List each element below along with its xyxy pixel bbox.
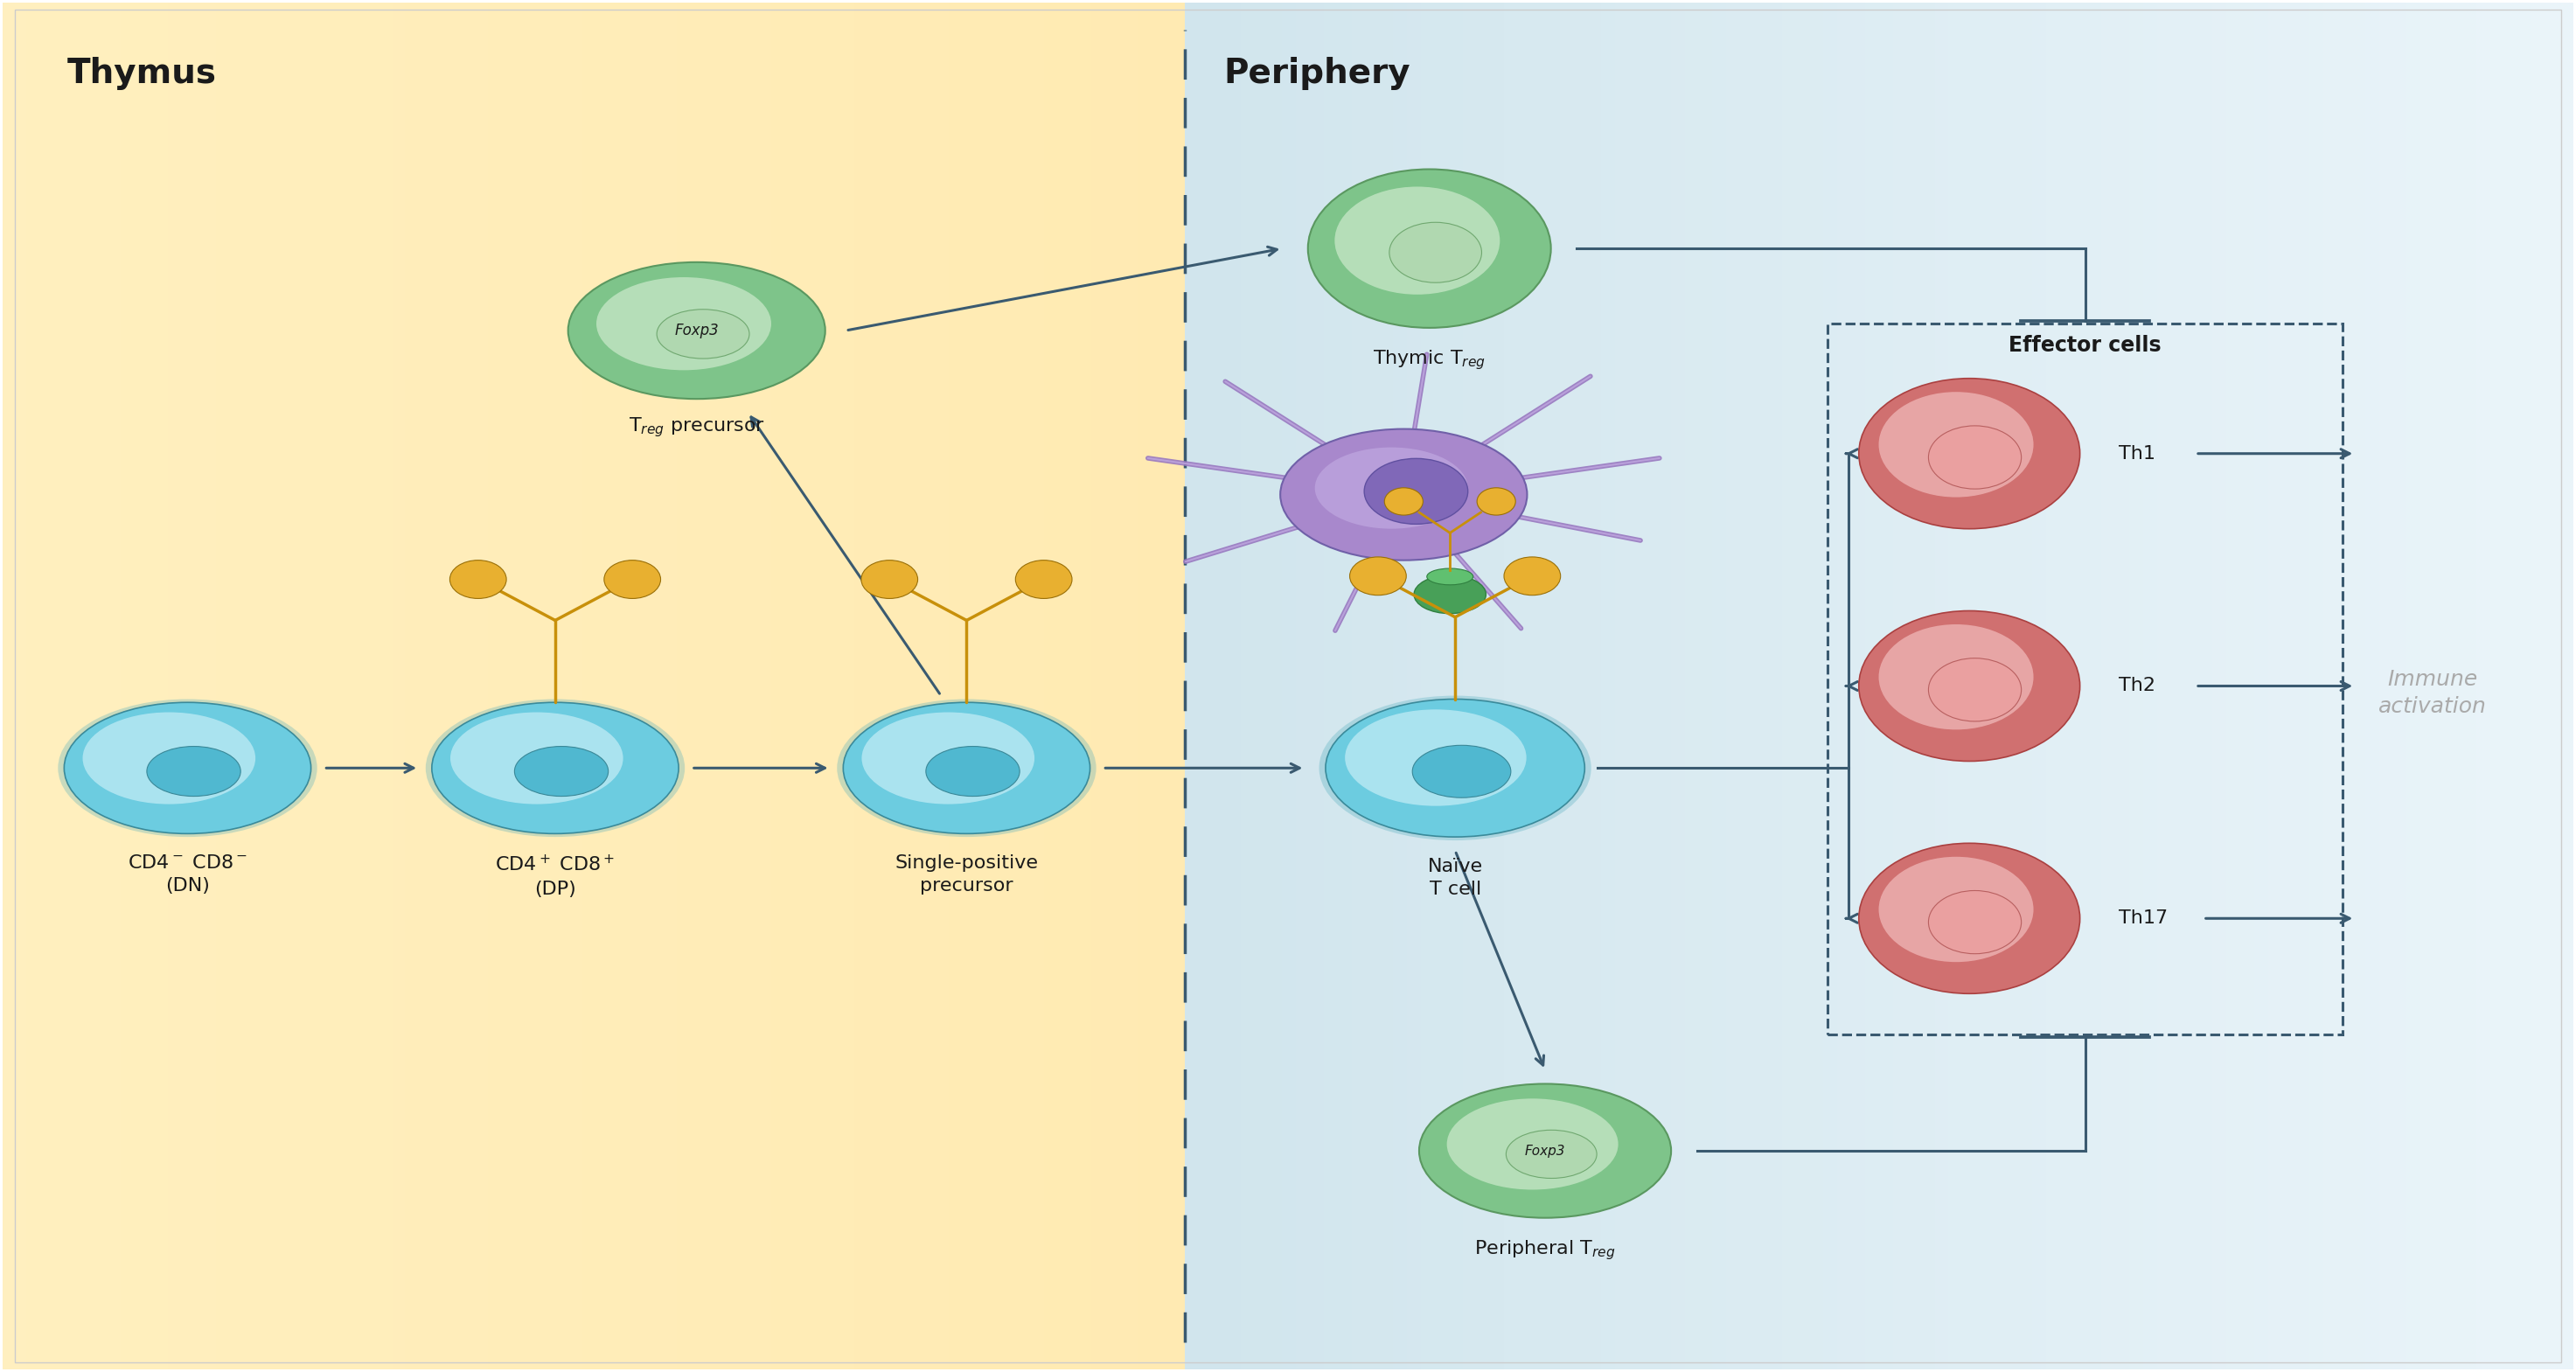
Ellipse shape	[1878, 624, 2032, 730]
Text: Th17: Th17	[2117, 910, 2166, 927]
Ellipse shape	[1350, 557, 1406, 595]
Text: Th1: Th1	[2117, 445, 2156, 462]
Circle shape	[657, 309, 750, 358]
Text: Th2: Th2	[2117, 678, 2156, 694]
Text: Single-positive
precursor: Single-positive precursor	[894, 855, 1038, 895]
Circle shape	[1414, 575, 1486, 613]
Text: Thymus: Thymus	[67, 58, 216, 91]
Ellipse shape	[605, 560, 659, 598]
Ellipse shape	[1878, 856, 2032, 962]
Circle shape	[1280, 429, 1528, 560]
Text: Foxp3: Foxp3	[1525, 1144, 1566, 1158]
Circle shape	[59, 700, 317, 837]
Ellipse shape	[1334, 187, 1499, 295]
Circle shape	[842, 702, 1090, 834]
Ellipse shape	[1929, 659, 2022, 722]
Text: CD4$^+$ CD8$^+$
(DP): CD4$^+$ CD8$^+$ (DP)	[495, 855, 616, 897]
Text: Peripheral T$_{reg}$: Peripheral T$_{reg}$	[1473, 1239, 1615, 1262]
Ellipse shape	[1365, 458, 1468, 524]
Circle shape	[64, 702, 312, 834]
Ellipse shape	[1860, 844, 2079, 993]
Circle shape	[147, 746, 240, 796]
Ellipse shape	[1860, 611, 2079, 761]
Circle shape	[425, 700, 685, 837]
Ellipse shape	[1015, 560, 1072, 598]
Text: Effector cells: Effector cells	[2009, 335, 2161, 355]
Circle shape	[1419, 1084, 1672, 1218]
Circle shape	[451, 712, 623, 804]
Circle shape	[433, 702, 677, 834]
Circle shape	[598, 277, 770, 370]
Circle shape	[1327, 700, 1584, 837]
Ellipse shape	[1504, 557, 1561, 595]
Circle shape	[515, 746, 608, 796]
Ellipse shape	[1427, 568, 1473, 584]
Ellipse shape	[1929, 890, 2022, 954]
Ellipse shape	[860, 560, 917, 598]
Ellipse shape	[1878, 392, 2032, 497]
Ellipse shape	[1476, 488, 1515, 514]
Circle shape	[569, 262, 824, 399]
Ellipse shape	[451, 560, 507, 598]
Circle shape	[82, 712, 255, 804]
Circle shape	[837, 700, 1097, 837]
Text: Periphery: Periphery	[1224, 58, 1412, 91]
Bar	[1829, 324, 2342, 1034]
Text: Immune
activation: Immune activation	[2378, 668, 2486, 718]
Circle shape	[925, 746, 1020, 796]
Circle shape	[1507, 1131, 1597, 1179]
Ellipse shape	[1314, 447, 1468, 528]
Circle shape	[863, 712, 1036, 804]
Ellipse shape	[1388, 222, 1481, 283]
Ellipse shape	[1929, 425, 2022, 488]
Circle shape	[1448, 1099, 1618, 1190]
Text: Naïve
T cell: Naïve T cell	[1427, 858, 1484, 899]
Ellipse shape	[1309, 169, 1551, 328]
Text: T$_{reg}$ precursor: T$_{reg}$ precursor	[629, 416, 765, 439]
Ellipse shape	[1860, 379, 2079, 528]
Circle shape	[1412, 745, 1512, 797]
Text: Thymic T$_{reg}$: Thymic T$_{reg}$	[1373, 348, 1486, 372]
Circle shape	[1319, 696, 1592, 841]
Ellipse shape	[1383, 488, 1422, 514]
Text: CD4$^-$ CD8$^-$
(DN): CD4$^-$ CD8$^-$ (DN)	[129, 855, 247, 895]
Text: Foxp3: Foxp3	[675, 322, 719, 339]
Circle shape	[1345, 709, 1528, 805]
